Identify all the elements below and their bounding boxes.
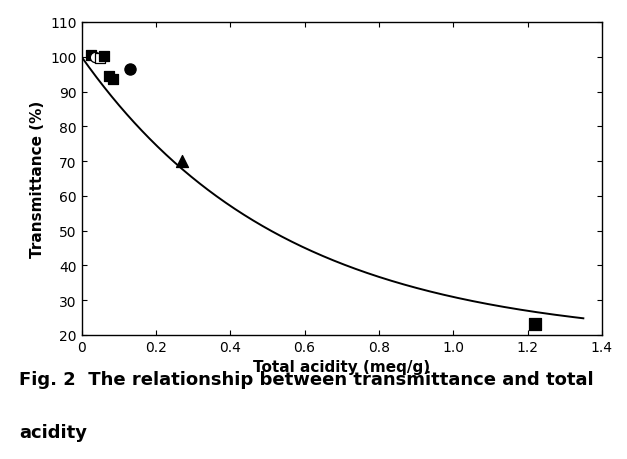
Y-axis label: Transmittance (%): Transmittance (%) [29, 101, 45, 257]
Text: acidity: acidity [19, 423, 87, 441]
Point [90, 54, 100, 62]
Point [125, 66, 135, 73]
Point [95, 56, 105, 63]
Point [177, 158, 187, 165]
Point [99, 53, 109, 60]
Point [108, 77, 118, 84]
Point [530, 321, 540, 328]
X-axis label: Total acidity (meq/g): Total acidity (meq/g) [253, 359, 430, 375]
Point [104, 73, 114, 80]
Point [86, 52, 96, 60]
Text: Fig. 2  The relationship between transmittance and total: Fig. 2 The relationship between transmit… [19, 370, 593, 388]
